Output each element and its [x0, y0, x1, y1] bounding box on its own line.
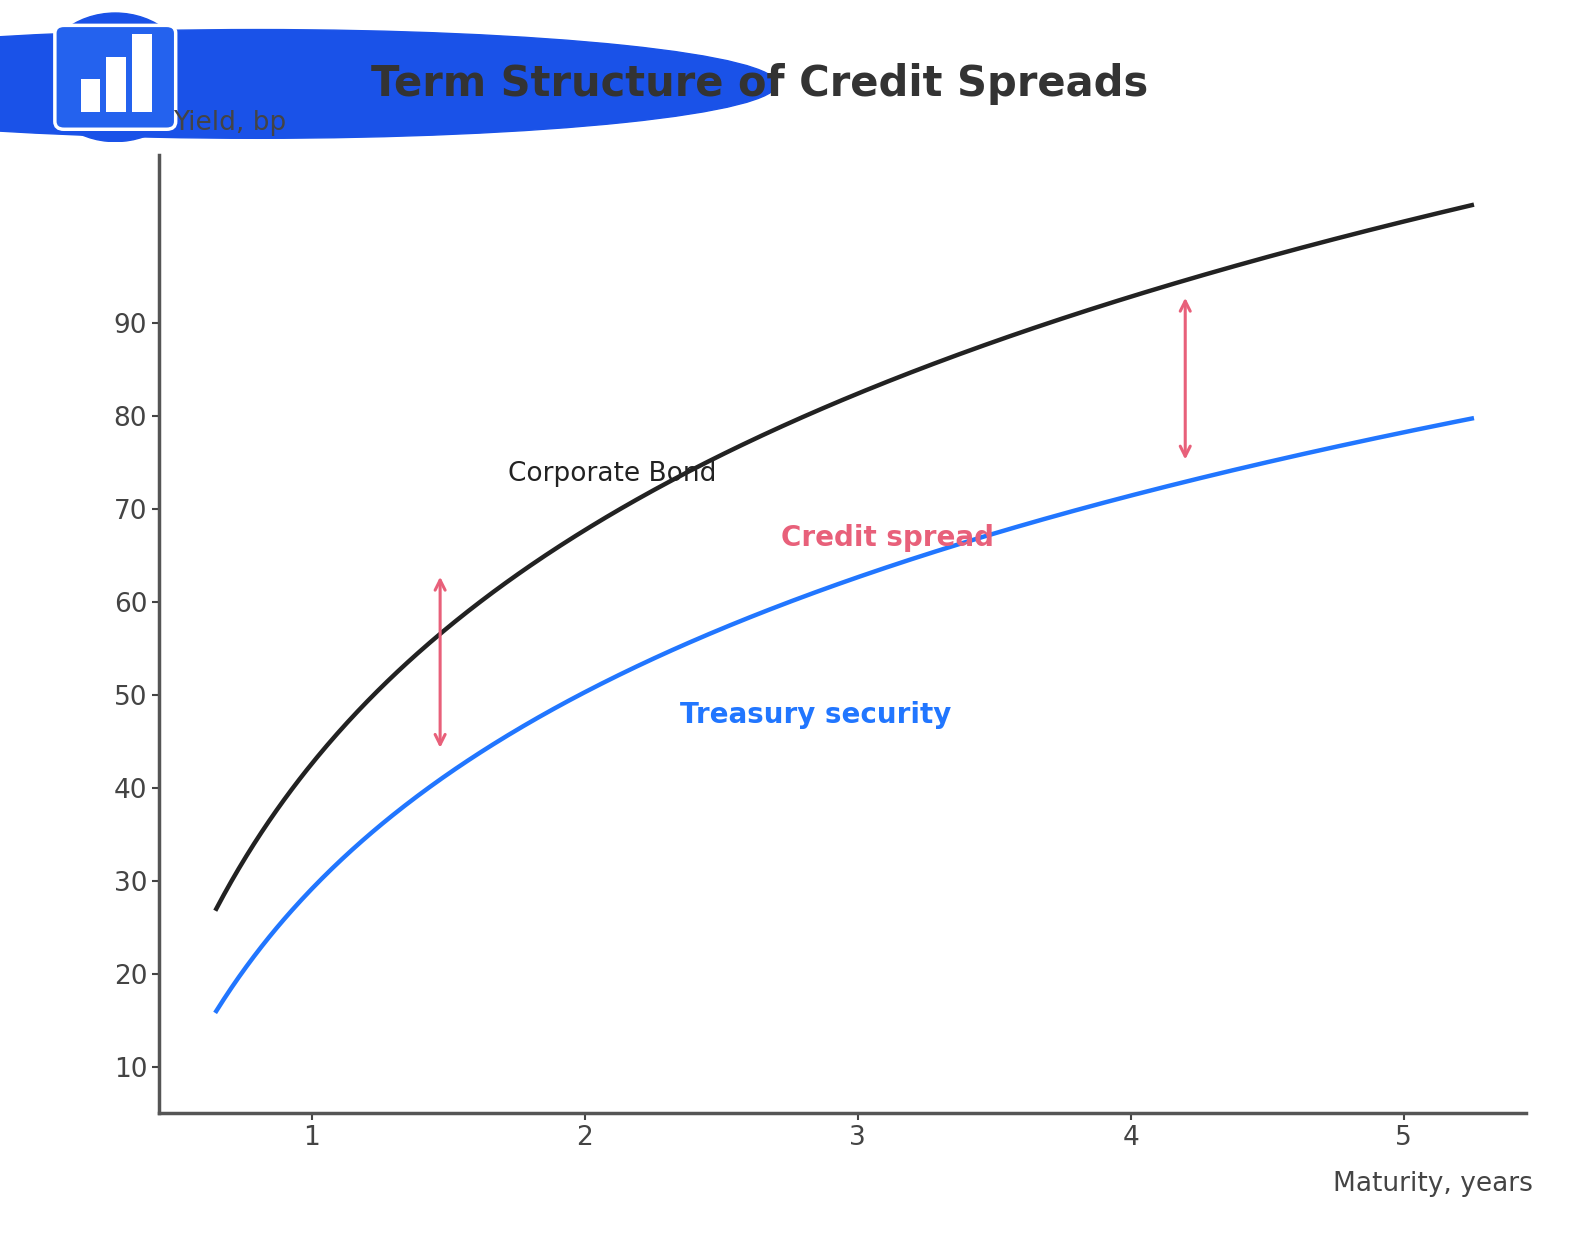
- Text: Treasury security: Treasury security: [681, 700, 952, 729]
- FancyBboxPatch shape: [54, 26, 175, 130]
- Bar: [107, 57, 126, 113]
- Text: Yield, bp: Yield, bp: [173, 110, 286, 136]
- Text: Credit spread: Credit spread: [781, 524, 994, 552]
- Text: Term Structure of Credit Spreads: Term Structure of Credit Spreads: [370, 63, 1148, 105]
- Circle shape: [40, 14, 191, 141]
- Bar: [81, 79, 100, 113]
- Bar: [132, 35, 151, 113]
- Circle shape: [0, 30, 778, 139]
- Text: Maturity, years: Maturity, years: [1334, 1170, 1533, 1196]
- Text: Corporate Bond: Corporate Bond: [509, 461, 717, 487]
